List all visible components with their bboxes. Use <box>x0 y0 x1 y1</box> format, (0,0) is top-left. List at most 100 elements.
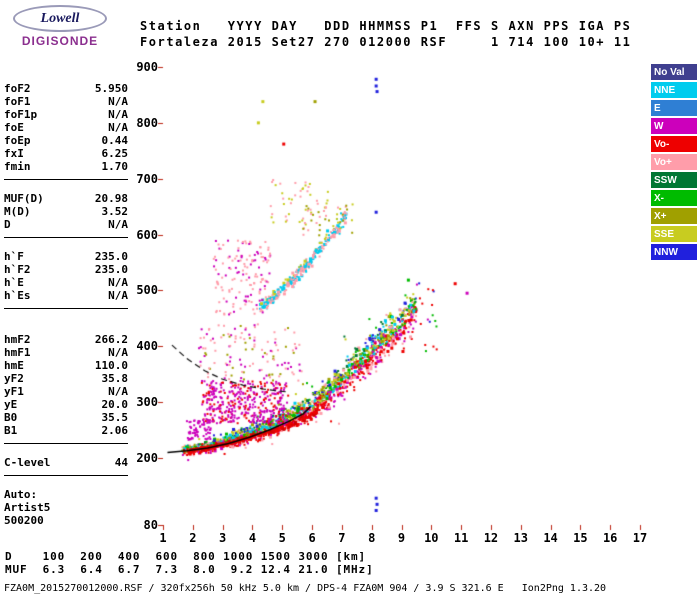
legend-label: NNW <box>654 246 678 258</box>
parameter-value: 235.0 <box>94 263 128 276</box>
x-tick-label-9: 9 <box>397 531 406 545</box>
x-tick-label-13: 13 <box>513 531 528 545</box>
parameter-group-3: h`F 235.0 h`F2 235.0 h`E N/A h`Es N/A <box>4 250 128 309</box>
x-tick-label-3: 3 <box>219 531 227 545</box>
parameter-row-yf2: yF2 35.8 <box>4 372 128 385</box>
parameter-value: 110.0 <box>94 359 128 372</box>
legend-label: E <box>654 102 661 114</box>
legend-item-nnw: NNW <box>651 244 697 260</box>
parameter-value: 6.25 <box>101 147 129 160</box>
parameter-label: fmin <box>4 160 31 173</box>
parameter-row-muf-d: MUF(D) 20.98 <box>4 192 128 205</box>
parameter-label: B0 <box>4 411 18 424</box>
parameter-value: N/A <box>108 385 128 398</box>
legend-label: NNE <box>654 84 676 96</box>
parameter-label: B1 <box>4 424 18 437</box>
y-tick-label-800: 800 <box>136 115 158 130</box>
x-tick-label-5: 5 <box>278 531 286 545</box>
x-tick-label-2: 2 <box>189 531 197 545</box>
legend-item-no-val: No Val <box>651 64 697 80</box>
parameter-row-fxi: fxI 6.25 <box>4 147 128 160</box>
parameter-label: M(D) <box>4 205 31 218</box>
y-tick-label-600: 600 <box>136 227 158 242</box>
parameter-value: 35.8 <box>101 372 129 385</box>
parameter-label: Artist5 <box>4 501 51 514</box>
parameter-label: hmF2 <box>4 333 31 346</box>
parameter-row-h-e: h`E N/A <box>4 276 128 289</box>
parameter-value: N/A <box>108 346 128 359</box>
x-tick-label-14: 14 <box>543 531 558 545</box>
parameter-value: N/A <box>108 218 128 231</box>
y-tick-label-200: 200 <box>136 450 158 465</box>
x-tick-label-4: 4 <box>248 531 257 545</box>
parameter-value: N/A <box>108 108 128 121</box>
parameter-row-hmf2: hmF2 266.2 <box>4 333 128 346</box>
y-tick-label-80: 80 <box>143 518 158 532</box>
parameter-group-1: foF2 5.950 foF1 N/A foF1p N/A foE N/A foEp 0.44 fx… <box>4 82 128 180</box>
x-tick-label-12: 12 <box>483 531 499 545</box>
scaled-parameters-panel: foF2 5.950 foF1 N/A foF1p N/A foE N/A foEp 0.44 fx… <box>4 82 128 545</box>
doppler-color-legend: No Val NNE E W Vo- Vo+ SSW X- X+ SSE NNW <box>651 64 697 262</box>
legend-label: W <box>654 120 664 132</box>
parameter-label: C-level <box>4 456 51 469</box>
legend-item-sse: SSE <box>651 226 697 242</box>
parameter-value: 3.52 <box>101 205 129 218</box>
parameter-group-5: C-level 44 <box>4 456 128 476</box>
logo-digisonde-text: DIGISONDE <box>21 34 99 48</box>
parameter-value: N/A <box>108 289 128 302</box>
parameter-row-c-level: C-level 44 <box>4 456 128 469</box>
legend-label: No Val <box>654 66 685 78</box>
parameter-label: h`F2 <box>4 263 31 276</box>
parameter-value: 0.44 <box>101 134 129 147</box>
x-tick-label-16: 16 <box>602 531 618 545</box>
parameter-label: foE <box>4 121 24 134</box>
parameter-group-4: hmF2 266.2 hmF1 N/A hmE 110.0 yF2 35.8 yF1 N/A yE 2… <box>4 333 128 444</box>
parameter-label: Auto: <box>4 488 38 501</box>
parameter-value: 2.06 <box>101 424 129 437</box>
y-tick-label-400: 400 <box>136 339 158 354</box>
lowell-digisonde-logo: Lowell DIGISONDE <box>8 5 112 48</box>
parameter-value: 44 <box>114 456 128 469</box>
legend-item-ssw: SSW <box>651 172 697 188</box>
parameter-value: N/A <box>108 95 128 108</box>
parameter-row-h-f2: h`F2 235.0 <box>4 263 128 276</box>
parameter-label: MUF(D) <box>4 192 44 205</box>
parameter-row-fmin: fmin 1.70 <box>4 160 128 173</box>
parameter-value: 1.70 <box>101 160 129 173</box>
legend-label: SSE <box>654 228 675 240</box>
y-tick-label-900: 900 <box>136 60 158 74</box>
legend-item-e: E <box>651 100 697 116</box>
y-tick-label-300: 300 <box>136 395 158 410</box>
parameter-label: hmF1 <box>4 346 31 359</box>
parameter-row-hmf1: hmF1 N/A <box>4 346 128 359</box>
parameter-row-fof1p: foF1p N/A <box>4 108 128 121</box>
file-status-line: FZA0M_2015270012000.RSF / 320fx256h 50 k… <box>4 583 607 594</box>
legend-label: X- <box>654 192 664 204</box>
header-station-values: Fortaleza 2015 Set27 270 012000 RSF 1 71… <box>140 35 632 49</box>
parameter-label: yF2 <box>4 372 24 385</box>
parameter-label: foF2 <box>4 82 31 95</box>
parameter-group-6: Auto: Artist5 500200 <box>4 488 128 533</box>
x-tick-label-10: 10 <box>424 531 439 545</box>
parameter-label: fxI <box>4 147 24 160</box>
legend-item-x+: X+ <box>651 208 697 224</box>
parameter-label: h`F <box>4 250 24 263</box>
parameter-value: 266.2 <box>94 333 128 346</box>
parameter-value: N/A <box>108 276 128 289</box>
parameter-row-h-es: h`Es N/A <box>4 289 128 302</box>
legend-label: SSW <box>654 174 677 186</box>
parameter-row-d: D N/A <box>4 218 128 231</box>
x-tick-label-15: 15 <box>573 531 588 545</box>
legend-label: Vo+ <box>654 156 672 168</box>
x-tick-label-11: 11 <box>453 531 469 545</box>
lowell-logo-oval: Lowell <box>13 5 107 32</box>
x-tick-label-17: 17 <box>632 531 648 545</box>
legend-item-w: W <box>651 118 697 134</box>
parameter-row-foe: foE N/A <box>4 121 128 134</box>
parameter-row-ye: yE 20.0 <box>4 398 128 411</box>
parameter-label: hmE <box>4 359 24 372</box>
parameter-row-auto: Auto: <box>4 488 128 501</box>
legend-item-vo+: Vo+ <box>651 154 697 170</box>
